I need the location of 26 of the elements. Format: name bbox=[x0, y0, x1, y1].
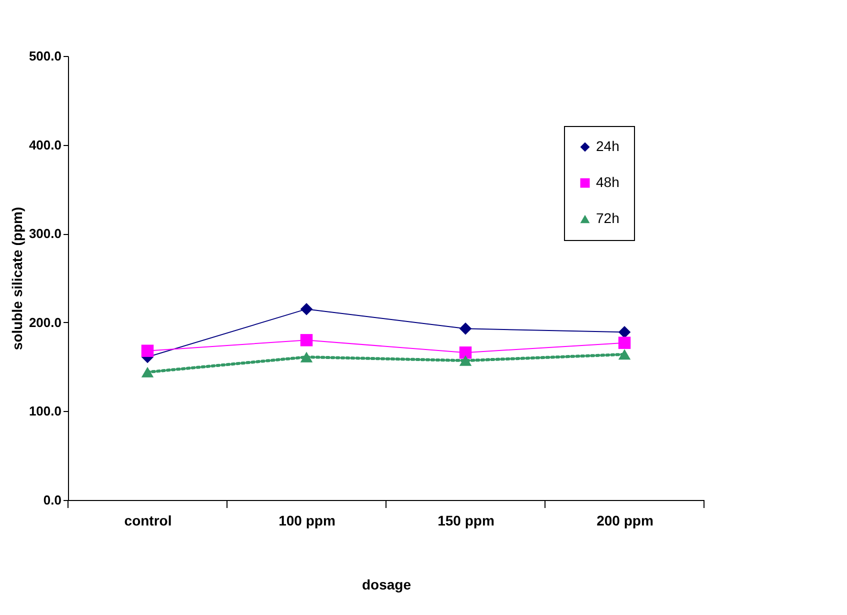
legend-label: 72h bbox=[596, 210, 620, 226]
x-tick-label: 200 ppm bbox=[596, 512, 654, 528]
y-tick-label: 100.0 bbox=[28, 404, 62, 419]
x-tick-label: control bbox=[124, 512, 172, 528]
y-tick-label: 500.0 bbox=[28, 48, 62, 64]
x-tick-label: 100 ppm bbox=[278, 512, 336, 528]
y-tick-label: 400.0 bbox=[28, 137, 62, 152]
point bbox=[459, 355, 472, 366]
point bbox=[618, 349, 631, 360]
point bbox=[459, 322, 472, 335]
point bbox=[300, 352, 313, 362]
point bbox=[459, 346, 472, 359]
legend-label: 48h bbox=[596, 174, 620, 190]
point bbox=[300, 302, 313, 316]
y-tick-label: 0.0 bbox=[43, 492, 62, 508]
point bbox=[141, 366, 154, 378]
point bbox=[618, 326, 631, 338]
y-tick-label: 200.0 bbox=[28, 314, 62, 330]
legend-label: 24h bbox=[596, 138, 620, 154]
x-tick-label: 150 ppm bbox=[438, 512, 494, 528]
y-tick-label: 300.0 bbox=[28, 226, 62, 242]
y-axis-title: soluble silicate (ppm) bbox=[8, 206, 25, 350]
point bbox=[141, 344, 154, 357]
point bbox=[300, 334, 313, 346]
point bbox=[618, 336, 631, 349]
x-axis-title: dosage bbox=[362, 576, 412, 592]
